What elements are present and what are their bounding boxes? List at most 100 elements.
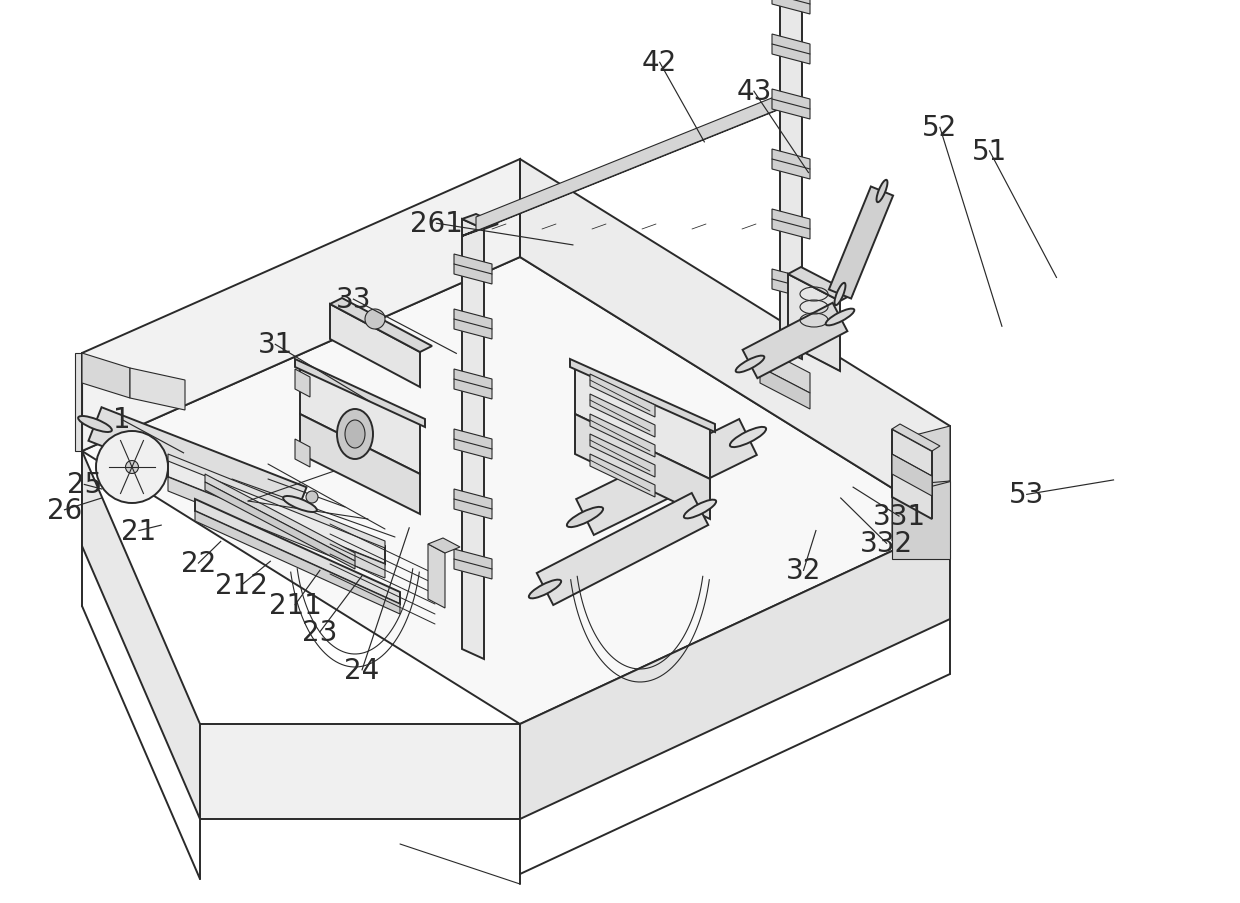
Polygon shape	[773, 0, 810, 15]
Polygon shape	[130, 368, 185, 411]
Polygon shape	[892, 424, 940, 452]
Polygon shape	[205, 474, 355, 562]
Text: 22: 22	[181, 550, 216, 577]
Text: 26: 26	[47, 497, 82, 524]
Polygon shape	[295, 359, 425, 427]
Polygon shape	[590, 414, 655, 458]
Ellipse shape	[735, 357, 764, 373]
Polygon shape	[463, 215, 498, 229]
Text: 24: 24	[345, 656, 379, 684]
Text: 31: 31	[258, 331, 293, 358]
Polygon shape	[300, 414, 420, 515]
Ellipse shape	[283, 497, 317, 512]
Polygon shape	[570, 359, 715, 433]
Polygon shape	[195, 499, 401, 604]
Ellipse shape	[528, 580, 562, 599]
Polygon shape	[454, 549, 492, 580]
Polygon shape	[787, 345, 839, 372]
Polygon shape	[82, 160, 520, 452]
Polygon shape	[773, 209, 810, 239]
Polygon shape	[590, 395, 655, 438]
Polygon shape	[428, 538, 460, 554]
Polygon shape	[773, 270, 810, 300]
Polygon shape	[300, 365, 420, 474]
Ellipse shape	[730, 427, 766, 448]
Polygon shape	[330, 299, 432, 352]
Text: 43: 43	[737, 79, 771, 106]
Polygon shape	[590, 454, 655, 498]
Polygon shape	[577, 420, 756, 535]
Polygon shape	[520, 160, 950, 525]
Polygon shape	[892, 430, 932, 519]
Text: 33: 33	[336, 286, 371, 313]
Text: 212: 212	[216, 572, 268, 599]
Polygon shape	[88, 408, 306, 521]
Text: 23: 23	[303, 619, 337, 646]
Text: 32: 32	[786, 557, 821, 584]
Polygon shape	[454, 489, 492, 519]
Text: 52: 52	[923, 115, 957, 142]
Polygon shape	[892, 481, 950, 559]
Polygon shape	[828, 187, 893, 299]
Text: 21: 21	[122, 517, 156, 545]
Polygon shape	[743, 303, 847, 378]
Text: 332: 332	[861, 530, 913, 557]
Polygon shape	[892, 481, 950, 542]
Text: 53: 53	[1009, 481, 1044, 508]
Text: 1: 1	[113, 406, 130, 433]
Polygon shape	[82, 257, 950, 724]
Polygon shape	[590, 375, 655, 417]
Polygon shape	[476, 90, 794, 232]
Circle shape	[95, 432, 167, 504]
Text: 331: 331	[873, 503, 925, 530]
Polygon shape	[463, 104, 794, 237]
Polygon shape	[167, 454, 384, 548]
Polygon shape	[787, 275, 839, 372]
Polygon shape	[773, 35, 810, 65]
Polygon shape	[82, 354, 130, 398]
Polygon shape	[454, 369, 492, 399]
Polygon shape	[454, 255, 492, 284]
Ellipse shape	[683, 500, 717, 519]
Circle shape	[365, 310, 384, 330]
Ellipse shape	[826, 310, 854, 326]
Polygon shape	[787, 267, 853, 302]
Ellipse shape	[877, 181, 888, 203]
Polygon shape	[454, 310, 492, 340]
Polygon shape	[200, 724, 520, 819]
Circle shape	[125, 461, 139, 474]
Polygon shape	[454, 430, 492, 460]
Polygon shape	[575, 365, 711, 479]
Ellipse shape	[835, 284, 846, 306]
Polygon shape	[295, 369, 310, 397]
Polygon shape	[760, 368, 810, 410]
Text: 261: 261	[410, 210, 463, 237]
Polygon shape	[537, 493, 708, 605]
Ellipse shape	[78, 416, 112, 433]
Polygon shape	[295, 440, 310, 468]
Polygon shape	[892, 426, 950, 497]
Ellipse shape	[345, 421, 365, 449]
Polygon shape	[167, 460, 384, 564]
Polygon shape	[773, 150, 810, 180]
Text: 25: 25	[67, 471, 102, 498]
Circle shape	[306, 491, 317, 504]
Polygon shape	[590, 434, 655, 478]
Polygon shape	[892, 454, 932, 497]
Polygon shape	[575, 414, 711, 519]
Polygon shape	[520, 525, 950, 819]
Ellipse shape	[567, 507, 603, 527]
Polygon shape	[760, 348, 810, 394]
Polygon shape	[82, 452, 200, 819]
Text: 42: 42	[642, 50, 677, 77]
Polygon shape	[167, 478, 384, 578]
Polygon shape	[330, 304, 420, 387]
Text: 51: 51	[972, 138, 1007, 165]
Ellipse shape	[337, 410, 373, 460]
Polygon shape	[780, 0, 802, 359]
Text: 211: 211	[269, 591, 321, 619]
Polygon shape	[773, 90, 810, 120]
Polygon shape	[463, 219, 484, 659]
Polygon shape	[195, 511, 401, 614]
Polygon shape	[428, 545, 445, 609]
